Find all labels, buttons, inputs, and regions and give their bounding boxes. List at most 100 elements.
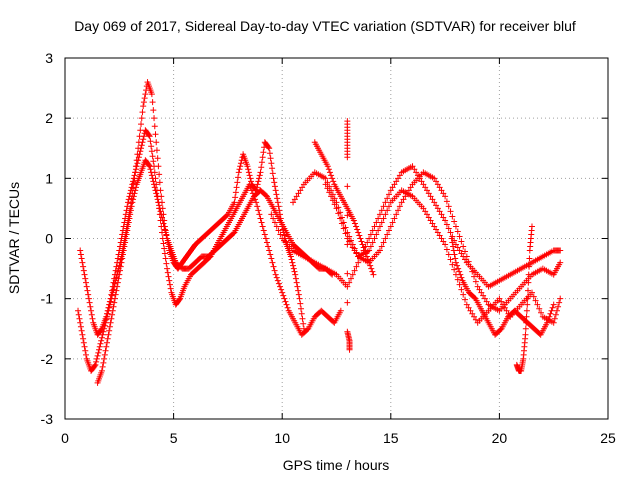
data-point: [342, 230, 349, 237]
data-point: [299, 184, 306, 191]
data-point: [481, 295, 488, 302]
data-point: [378, 243, 385, 250]
data-point: [261, 231, 268, 238]
data-point: [80, 263, 87, 270]
data-points: [75, 79, 564, 386]
data-point: [452, 223, 459, 230]
data-point: [106, 298, 113, 305]
data-point: [104, 307, 111, 314]
data-point: [77, 247, 84, 254]
data-point: [368, 265, 375, 272]
data-point: [371, 235, 378, 242]
data-point: [294, 283, 301, 290]
data-point: [431, 175, 438, 182]
data-point: [552, 311, 559, 318]
data-point: [525, 279, 532, 286]
data-point: [84, 287, 91, 294]
data-point: [146, 163, 153, 170]
data-point: [153, 193, 160, 200]
data-point: [86, 299, 93, 306]
y-tick-label: -3: [41, 411, 54, 427]
data-point: [433, 178, 440, 185]
data-point: [77, 251, 84, 258]
data-point: [333, 205, 340, 212]
data-point: [104, 335, 111, 342]
data-point: [295, 287, 302, 294]
data-point: [109, 311, 116, 318]
data-point: [465, 258, 472, 265]
x-tick-label: 15: [383, 430, 399, 446]
data-point: [136, 151, 143, 158]
data-point: [114, 283, 121, 290]
data-point: [111, 299, 118, 306]
data-point: [422, 208, 429, 215]
data-point: [163, 232, 170, 239]
data-point: [385, 191, 392, 198]
data-point: [298, 305, 305, 312]
data-point: [105, 304, 112, 311]
data-point: [389, 184, 396, 191]
data-point: [456, 247, 463, 254]
data-point: [164, 265, 171, 272]
data-point: [260, 227, 267, 234]
data-point: [149, 175, 156, 182]
data-point: [424, 187, 430, 194]
data-point: [233, 184, 240, 191]
data-point: [363, 253, 370, 260]
data-point: [555, 303, 562, 310]
data-point: [247, 184, 254, 191]
data-point: [87, 303, 94, 310]
data-point: [281, 295, 288, 302]
data-point: [123, 231, 130, 238]
series-track-E: [290, 169, 564, 314]
data-point: [434, 181, 441, 188]
data-point: [440, 238, 447, 245]
data-point: [96, 346, 103, 353]
data-point: [434, 229, 441, 236]
data-point: [400, 196, 407, 203]
data-point: [99, 331, 106, 338]
data-point: [82, 279, 89, 286]
data-point: [304, 326, 311, 333]
data-point: [256, 211, 263, 218]
data-point: [376, 211, 383, 218]
data-point: [119, 255, 126, 262]
data-point: [106, 301, 113, 308]
data-point: [335, 210, 342, 217]
data-point: [156, 202, 163, 209]
data-point: [501, 304, 508, 311]
data-point: [452, 255, 459, 262]
data-point: [349, 271, 356, 278]
data-point: [82, 351, 89, 358]
data-point: [151, 184, 158, 191]
plot-border: [64, 57, 609, 420]
data-point: [407, 184, 414, 191]
data-point: [234, 179, 241, 186]
data-point: [274, 277, 281, 284]
data-point: [139, 109, 146, 116]
data-point: [476, 286, 483, 293]
data-point: [358, 238, 365, 245]
data-point: [291, 196, 298, 203]
data-point: [551, 315, 558, 322]
data-point: [140, 103, 147, 110]
data-point: [272, 271, 279, 278]
x-tick-label: 20: [492, 430, 508, 446]
data-point: [245, 169, 252, 176]
data-point: [436, 208, 443, 215]
data-point: [110, 286, 117, 293]
data-point: [427, 193, 434, 200]
chart-title: Day 069 of 2017, Sidereal Day-to-day VTE…: [74, 18, 576, 34]
data-point: [140, 136, 147, 143]
data-point: [155, 199, 162, 206]
data-point: [356, 232, 363, 239]
data-point: [127, 211, 134, 218]
data-point: [456, 233, 463, 240]
data-point: [161, 226, 168, 233]
data-point: [130, 178, 137, 185]
data-point: [296, 295, 303, 302]
data-point: [124, 223, 131, 230]
data-point: [101, 351, 108, 358]
data-point: [418, 178, 425, 185]
data-point: [290, 262, 297, 269]
